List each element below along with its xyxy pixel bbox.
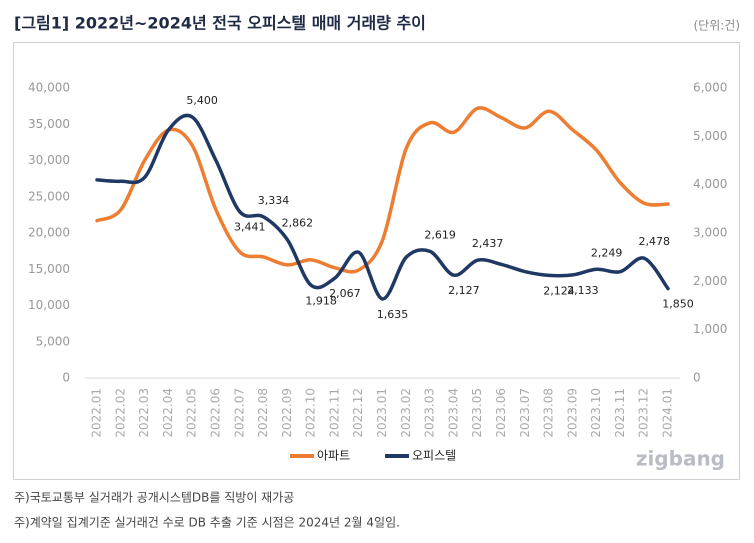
note: 주)계약일 집계기준 실거래건 수로 DB 추출 기준 시점은 2024년 2월… <box>14 515 400 530</box>
y-tick-label: 35,000 <box>28 117 70 131</box>
x-tick-label: 2023.08 <box>542 388 556 438</box>
x-tick-label: 2023.12 <box>637 388 651 438</box>
legend-label: 아파트 <box>317 449 350 463</box>
x-tick-label: 2023.04 <box>446 388 460 438</box>
data-label: 3,441 <box>234 221 266 234</box>
series-line <box>95 113 670 301</box>
y-tick-label: 10,000 <box>28 298 70 312</box>
y2-tick-label: 0 <box>693 371 701 385</box>
x-tick-label: 2024.01 <box>661 388 675 438</box>
x-tick-label: 2023.03 <box>423 388 437 438</box>
data-label: 3,334 <box>258 194 290 207</box>
note: 주)국토교통부 실거래가 공개시스템DB를 직방이 재가공 <box>14 491 294 505</box>
y2-tick-label: 3,000 <box>693 226 727 240</box>
y2-tick-label: 2,000 <box>693 274 727 288</box>
x-tick-label: 2023.07 <box>518 388 532 438</box>
data-label: 1,850 <box>662 298 694 311</box>
x-tick-label: 2022.08 <box>256 388 270 438</box>
y-tick-label: 40,000 <box>28 81 70 95</box>
series-line <box>95 106 670 274</box>
x-tick-label: 2022.06 <box>208 388 222 438</box>
data-label: 1,918 <box>305 294 337 307</box>
data-label: 1,635 <box>377 308 409 321</box>
y2-tick-label: 4,000 <box>693 177 727 191</box>
chart-title: [그림1] 2022년~2024년 전국 오피스텔 매매 거래량 추이 <box>14 14 426 33</box>
x-tick-label: 2022.07 <box>232 388 246 438</box>
y-tick-label: 5,000 <box>36 334 70 348</box>
data-label: 2,249 <box>591 246 623 259</box>
x-tick-label: 2022.05 <box>185 388 199 438</box>
x-tick-label: 2023.10 <box>589 388 603 438</box>
x-tick-label: 2023.11 <box>613 388 627 438</box>
y2-tick-label: 5,000 <box>693 129 727 143</box>
data-label: 2,862 <box>282 217 314 230</box>
legend-label: 오피스텔 <box>412 449 456 463</box>
y-tick-label: 30,000 <box>28 153 70 167</box>
data-label: 2,127 <box>448 284 480 297</box>
x-tick-label: 2022.11 <box>327 388 341 438</box>
x-tick-label: 2023.09 <box>565 388 579 438</box>
x-tick-label: 2023.01 <box>375 388 389 438</box>
x-tick-label: 2022.12 <box>351 388 365 438</box>
y2-tick-label: 6,000 <box>693 81 727 95</box>
x-tick-label: 2023.06 <box>494 388 508 438</box>
y-tick-label: 0 <box>62 371 70 385</box>
data-label: 2,619 <box>424 228 456 241</box>
chart-frame <box>13 42 740 480</box>
y2-tick-label: 1,000 <box>693 322 727 336</box>
x-tick-label: 2022.09 <box>280 388 294 438</box>
data-label: 2,478 <box>638 235 670 248</box>
data-label: 2,067 <box>329 287 361 300</box>
data-label: 2,437 <box>472 237 504 250</box>
x-tick-label: 2022.04 <box>161 388 175 438</box>
y-tick-label: 20,000 <box>28 226 70 240</box>
x-tick-label: 2022.01 <box>90 388 104 438</box>
x-tick-label: 2023.02 <box>399 388 413 438</box>
data-label: 5,400 <box>186 94 218 107</box>
y-tick-label: 15,000 <box>28 262 70 276</box>
unit-label: (단위:건) <box>693 19 740 33</box>
x-tick-label: 2022.03 <box>137 388 151 438</box>
data-label: 2,124 <box>543 284 575 297</box>
x-tick-label: 2023.05 <box>470 388 484 438</box>
y-tick-label: 25,000 <box>28 189 70 203</box>
x-tick-label: 2022.02 <box>113 388 127 438</box>
logo: zigbang <box>636 447 725 471</box>
x-tick-label: 2022.10 <box>304 388 318 438</box>
data-label: 2,133 <box>567 284 599 297</box>
